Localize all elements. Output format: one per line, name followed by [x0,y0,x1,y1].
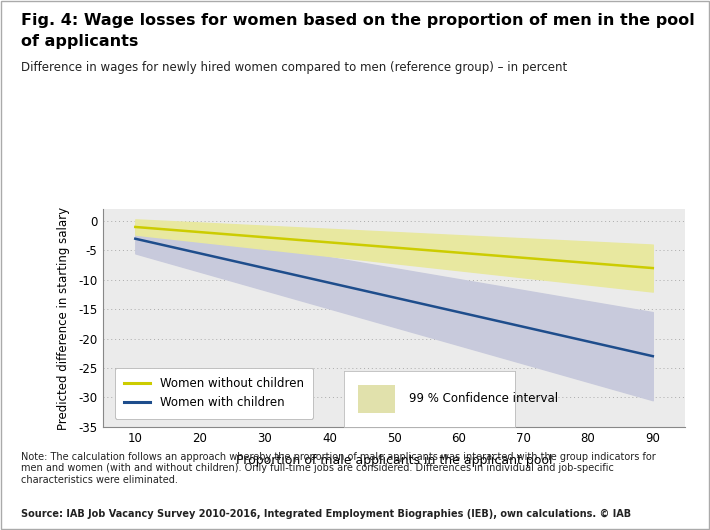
Y-axis label: Predicted difference in starting salary: Predicted difference in starting salary [57,207,70,429]
Text: Difference in wages for newly hired women compared to men (reference group) – in: Difference in wages for newly hired wome… [21,61,567,74]
Text: 99 % Confidence interval: 99 % Confidence interval [409,392,558,405]
Text: Source: IAB Job Vacancy Survey 2010-2016, Integrated Employment Biographies (IEB: Source: IAB Job Vacancy Survey 2010-2016… [21,509,631,519]
X-axis label: Proportion of male applicants in the applicant pool: Proportion of male applicants in the app… [236,454,552,466]
Legend: Women without children, Women with children: Women without children, Women with child… [115,368,313,419]
Bar [358,385,395,413]
Text: of applicants: of applicants [21,34,138,49]
Bar [358,385,395,413]
Text: Fig. 4: Wage losses for women based on the proportion of men in the pool: Fig. 4: Wage losses for women based on t… [21,13,695,28]
Text: Note: The calculation follows an approach whereby the proportion of male applica: Note: The calculation follows an approac… [21,452,656,485]
